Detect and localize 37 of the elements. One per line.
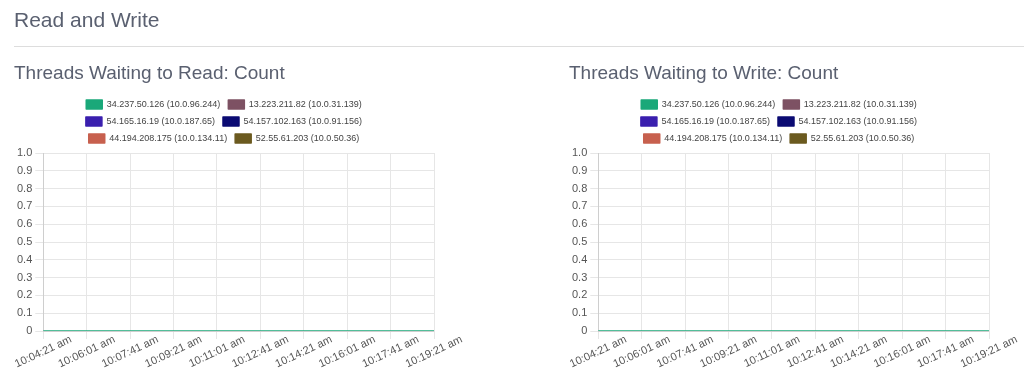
chart-title: Threads Waiting to Write: Count: [569, 62, 840, 85]
legend-label: 34.237.50.126 (10.0.96.244): [661, 98, 776, 109]
y-tick-label: 0.7: [571, 199, 588, 212]
y-tick-label: 0.4: [16, 252, 33, 265]
y-tick-label: 0.1: [16, 306, 33, 319]
y-tick-label: 0.2: [16, 288, 33, 301]
y-tick-label: 0.3: [571, 270, 588, 283]
y-tick-label: 1.0: [571, 146, 588, 159]
legend-label: 13.223.211.82 (10.0.31.139): [248, 98, 362, 109]
y-tick-label: 0.8: [16, 181, 33, 194]
y-tick-label: 0.9: [571, 163, 588, 176]
y-tick-label: 0.5: [571, 235, 588, 248]
legend-label: 52.55.61.203 (10.0.50.36): [810, 132, 915, 143]
y-tick-label: 0.2: [571, 288, 588, 301]
y-tick-label: 0.5: [16, 235, 33, 248]
y-tick-label: 0: [581, 324, 588, 337]
y-tick-label: 0.7: [16, 199, 33, 212]
y-tick-label: 0.4: [571, 252, 588, 265]
chart-title: Threads Waiting to Read: Count: [14, 62, 286, 85]
y-tick-label: 0.3: [16, 270, 33, 283]
legend-label: 54.157.102.163 (10.0.91.156): [798, 115, 918, 126]
legend-label: 44.194.208.175 (10.0.134.11): [664, 132, 783, 143]
y-tick-label: 0.9: [16, 163, 33, 176]
legend-label: 34.237.50.126 (10.0.96.244): [106, 98, 221, 109]
y-tick-label: 0: [26, 324, 33, 337]
legend-label: 54.165.16.19 (10.0.187.65): [106, 115, 215, 126]
text: Read and Write: [14, 8, 160, 32]
legend-label: 44.194.208.175 (10.0.134.11): [109, 132, 228, 143]
y-tick-label: 0.6: [571, 217, 588, 230]
legend-label: 54.165.16.19 (10.0.187.65): [661, 115, 770, 126]
y-tick-label: 0.6: [16, 217, 33, 230]
legend-label: 13.223.211.82 (10.0.31.139): [803, 98, 917, 109]
y-tick-label: 0.8: [571, 181, 588, 194]
y-tick-label: 1.0: [16, 146, 33, 159]
y-tick-label: 0.1: [571, 306, 588, 319]
legend-label: 52.55.61.203 (10.0.50.36): [255, 132, 360, 143]
legend-label: 54.157.102.163 (10.0.91.156): [243, 115, 363, 126]
